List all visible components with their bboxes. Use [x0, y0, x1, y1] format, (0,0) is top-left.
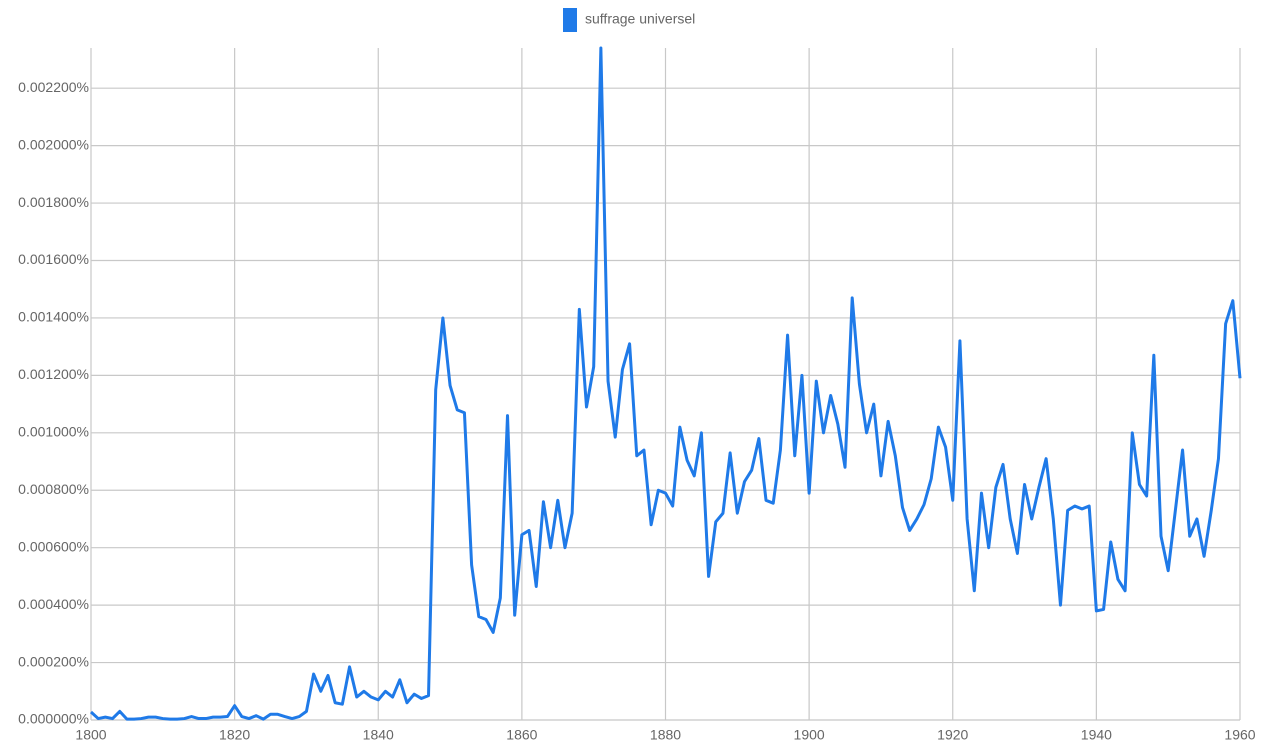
legend-label: suffrage universel	[585, 11, 695, 27]
y-tick-label: 0.000000%	[18, 711, 89, 727]
y-tick-label: 0.000800%	[18, 481, 89, 497]
y-tick-label: 0.002200%	[18, 79, 89, 95]
y-tick-label: 0.000200%	[18, 653, 89, 669]
y-tick-label: 0.001800%	[18, 194, 89, 210]
x-tick-label: 1880	[650, 727, 681, 743]
y-tick-label: 0.001200%	[18, 366, 89, 382]
y-tick-label: 0.000600%	[18, 538, 89, 554]
y-tick-label: 0.001000%	[18, 424, 89, 440]
y-tick-label: 0.001600%	[18, 251, 89, 267]
y-tick-label: 0.000400%	[18, 596, 89, 612]
y-tick-label: 0.002000%	[18, 136, 89, 152]
x-tick-label: 1820	[219, 727, 250, 743]
x-tick-label: 1960	[1224, 727, 1255, 743]
x-tick-label: 1840	[363, 727, 394, 743]
data-line	[89, 46, 1242, 721]
x-tick-label: 1800	[75, 727, 106, 743]
y-tick-label: 0.001400%	[18, 309, 89, 325]
x-tick-label: 1860	[506, 727, 537, 743]
x-tick-label: 1940	[1081, 727, 1112, 743]
legend-swatch	[563, 8, 577, 32]
x-tick-label: 1920	[937, 727, 968, 743]
x-tick-label: 1900	[794, 727, 825, 743]
